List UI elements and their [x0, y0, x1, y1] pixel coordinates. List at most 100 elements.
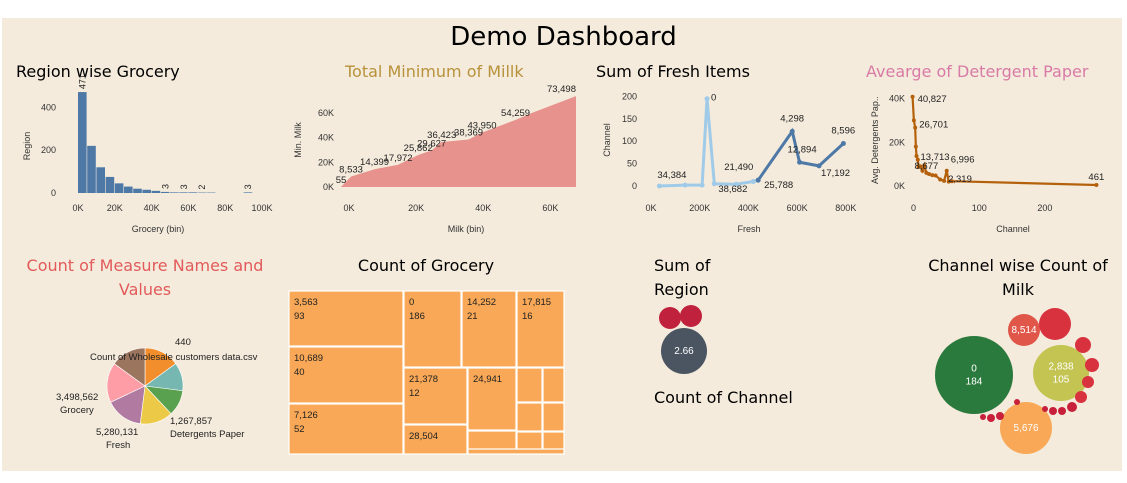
region-grocery-x-tick: 20K [107, 203, 123, 213]
fresh-data-label: 0 [711, 93, 716, 104]
min-milk-data-label: 43,950 [467, 121, 496, 132]
detergent-point [920, 168, 925, 173]
min-milk-y-tick: 60K [318, 108, 334, 118]
min-milk-data-label: 54,259 [501, 108, 530, 119]
title-sum-region-1: Sum of [654, 256, 711, 275]
title-min-milk: Total Minimum of Millk [345, 62, 524, 81]
min-milk-x-tick: 0K [343, 203, 354, 213]
measure-pie-label: 440 [175, 337, 191, 348]
milk-bubble [1075, 337, 1091, 353]
min-milk-data-label: 55 [336, 175, 347, 186]
fresh-data-label: 4,298 [780, 113, 804, 124]
min-milk-data-label: 29,627 [417, 138, 446, 149]
detergent-y-tick: 40K [889, 94, 905, 104]
fresh-y-tick: 200 [622, 91, 637, 101]
detergent-data-label: 8,677 [914, 161, 938, 172]
milk-bubble [980, 414, 986, 420]
fresh-y-tick: 150 [622, 114, 637, 124]
min-milk-x-tick: 60K [542, 203, 558, 213]
detergent-x-label: Channel [996, 224, 1030, 234]
fresh-x-tick: 400K [738, 203, 759, 213]
grocery-treemap-label: 10,689 [294, 353, 323, 364]
grocery-treemap-label: 16 [522, 311, 533, 322]
detergent-data-label: 2,319 [948, 174, 972, 185]
region-grocery-bar [96, 167, 105, 193]
detergent-data-label: 26,701 [919, 120, 948, 131]
milk-bubble-label: 5,676 [1013, 423, 1038, 434]
detergent-point [933, 173, 938, 178]
detergent-point [911, 118, 916, 123]
grocery-treemap-label: 14,252 [467, 297, 496, 308]
grocery-treemap-cell [542, 367, 565, 403]
detergent-point [913, 125, 918, 130]
min-milk-y-label: Min. Milk [293, 122, 303, 158]
milk-bubble [1085, 358, 1099, 372]
fresh-y-label: Channel [602, 123, 612, 157]
grocery-treemap-label: 186 [409, 311, 425, 322]
fresh-point [789, 128, 795, 134]
detergent-data-label: 13,713 [921, 152, 950, 163]
fresh-point [704, 96, 710, 102]
title-channel-milk-1: Channel wise Count of [928, 256, 1108, 275]
min-milk-x-label: Milk (bin) [448, 224, 485, 234]
milk-bubble [996, 412, 1004, 420]
milk-bubble [1008, 314, 1040, 346]
milk-bubble [1042, 406, 1048, 412]
region-grocery-data-label: 3 [243, 184, 253, 189]
detergent-point [914, 154, 919, 159]
grocery-treemap-label: 40 [294, 367, 305, 378]
grocery-treemap-cell [403, 290, 462, 368]
fresh-point [699, 182, 705, 188]
region-grocery-y-label: Region [22, 132, 32, 161]
grocery-treemap-label: 3,563 [294, 297, 318, 308]
grocery-treemap-label: 7,126 [294, 410, 318, 421]
milk-bubble [1014, 399, 1020, 405]
fresh-point [816, 163, 822, 169]
grocery-treemap-label: 93 [294, 311, 305, 322]
detergent-point [1094, 182, 1099, 187]
min-milk-data-label: 17,972 [384, 153, 413, 164]
milk-bubble [1075, 391, 1087, 403]
milk-bubble [1033, 345, 1089, 401]
milk-bubble [1049, 407, 1057, 415]
detergent-point [918, 164, 923, 169]
fresh-x-tick: 200K [689, 203, 710, 213]
title-sum-region-2: Region [654, 280, 709, 299]
region-grocery-bar [142, 189, 151, 193]
region-grocery-bar [78, 92, 87, 193]
region-grocery-bar [124, 186, 133, 193]
grocery-treemap-cell [288, 403, 404, 455]
grocery-treemap-cell [461, 290, 517, 368]
milk-bubble [987, 414, 995, 422]
grocery-treemap-label: 12 [409, 388, 420, 399]
grocery-treemap-cell [542, 402, 565, 432]
detergent-x-tick: 0 [911, 203, 916, 213]
region-grocery-y-tick: 200 [41, 145, 56, 155]
title-count-grocery: Count of Grocery [357, 256, 495, 275]
min-milk-data-label: 38,369 [454, 128, 483, 139]
region-grocery-bar [105, 176, 115, 193]
fresh-point [656, 183, 662, 189]
detergent-point [926, 171, 931, 176]
subtitle-count-channel: Count of Channel [654, 388, 793, 407]
milk-bubble-label: 2,838 [1048, 362, 1073, 373]
region-grocery-bar [170, 192, 179, 193]
milk-bubble-label: 0 [971, 364, 977, 375]
title-measure-names-1: Count of Measure Names and [26, 256, 264, 275]
region-grocery-x-label: Grocery (bin) [132, 224, 185, 234]
min-milk-x-tick: 40K [475, 203, 491, 213]
detergent-point [942, 178, 947, 183]
min-milk-data-label: 14,399 [360, 157, 389, 168]
detergent-x-tick: 100 [972, 203, 987, 213]
grocery-treemap-label: 28,504 [409, 431, 438, 442]
detergent-point [946, 179, 951, 184]
fresh-data-label: 12,894 [788, 144, 817, 155]
title-detergent: Avearge of Detergent Paper [866, 62, 1089, 81]
fresh-y-tick: 50 [627, 159, 637, 169]
title-channel-milk-2: Milk [1002, 280, 1034, 299]
detergent-point [910, 94, 915, 99]
region-grocery-x-tick: 60K [180, 203, 196, 213]
milk-bubble-label: 8,514 [1011, 325, 1036, 336]
